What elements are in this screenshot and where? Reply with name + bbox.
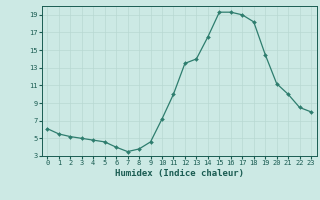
X-axis label: Humidex (Indice chaleur): Humidex (Indice chaleur)	[115, 169, 244, 178]
